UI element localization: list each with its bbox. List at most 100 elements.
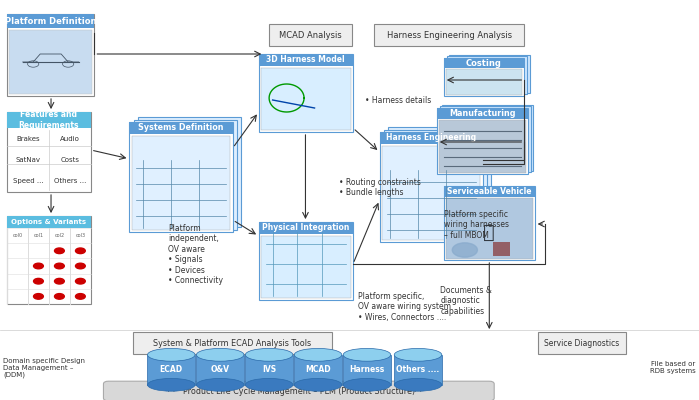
FancyBboxPatch shape: [261, 236, 351, 298]
FancyBboxPatch shape: [259, 54, 353, 66]
FancyBboxPatch shape: [133, 332, 332, 354]
Text: IVS: IVS: [262, 365, 276, 374]
Text: Platform specific,
OV aware wiring system
• Wires, Connectors ....: Platform specific, OV aware wiring syste…: [358, 292, 451, 322]
Ellipse shape: [294, 378, 342, 391]
FancyBboxPatch shape: [437, 108, 528, 174]
Circle shape: [34, 294, 43, 299]
Text: Systems Definition: Systems Definition: [138, 124, 224, 132]
Ellipse shape: [343, 348, 391, 361]
Text: Manufacturing: Manufacturing: [449, 109, 516, 118]
Text: Platform
independent,
OV aware
• Signals
• Devices
• Connectivity: Platform independent, OV aware • Signals…: [168, 224, 223, 285]
Text: Costing: Costing: [466, 58, 502, 68]
Ellipse shape: [245, 348, 293, 361]
FancyBboxPatch shape: [7, 14, 94, 28]
Circle shape: [55, 263, 64, 269]
FancyBboxPatch shape: [7, 112, 91, 192]
FancyBboxPatch shape: [493, 242, 510, 256]
Text: MCAD Analysis: MCAD Analysis: [279, 30, 342, 40]
Ellipse shape: [196, 378, 244, 391]
Text: col3: col3: [75, 233, 85, 238]
Text: • Harness details: • Harness details: [365, 96, 431, 105]
Ellipse shape: [147, 378, 195, 391]
FancyBboxPatch shape: [138, 117, 241, 227]
FancyBboxPatch shape: [103, 381, 494, 400]
Ellipse shape: [245, 378, 293, 391]
Ellipse shape: [294, 348, 342, 361]
Text: col1: col1: [34, 233, 43, 238]
FancyBboxPatch shape: [388, 127, 491, 237]
Text: Serviceable Vehicle: Serviceable Vehicle: [447, 187, 531, 196]
Text: Harness: Harness: [350, 365, 384, 374]
FancyBboxPatch shape: [129, 122, 233, 134]
Ellipse shape: [343, 378, 391, 391]
Text: Platform specific
wiring harnesses
– full MBOM: Platform specific wiring harnesses – ful…: [444, 210, 509, 240]
Text: Service Diagnostics: Service Diagnostics: [545, 338, 619, 348]
FancyBboxPatch shape: [269, 24, 352, 46]
Ellipse shape: [394, 378, 442, 391]
Text: Features and
Requirements: Features and Requirements: [19, 110, 79, 130]
Text: SatNav: SatNav: [15, 157, 41, 163]
Circle shape: [55, 248, 64, 254]
FancyBboxPatch shape: [439, 120, 526, 173]
FancyBboxPatch shape: [7, 216, 91, 228]
Circle shape: [34, 278, 43, 284]
FancyBboxPatch shape: [538, 332, 626, 354]
FancyBboxPatch shape: [7, 216, 91, 304]
Circle shape: [55, 294, 64, 299]
FancyBboxPatch shape: [442, 105, 533, 171]
Ellipse shape: [394, 348, 442, 361]
FancyBboxPatch shape: [384, 130, 487, 240]
FancyBboxPatch shape: [449, 55, 530, 93]
FancyBboxPatch shape: [134, 120, 237, 230]
Ellipse shape: [147, 348, 195, 361]
Text: Options & Variants: Options & Variants: [11, 219, 87, 225]
Text: O&V: O&V: [210, 365, 230, 374]
FancyBboxPatch shape: [444, 58, 524, 96]
FancyBboxPatch shape: [446, 198, 533, 259]
Polygon shape: [245, 355, 293, 385]
Text: Speed ...: Speed ...: [13, 178, 43, 184]
Circle shape: [75, 263, 85, 269]
Polygon shape: [394, 355, 442, 385]
FancyBboxPatch shape: [129, 122, 233, 232]
Circle shape: [34, 263, 43, 269]
FancyBboxPatch shape: [374, 24, 524, 46]
Text: Audio: Audio: [60, 136, 80, 142]
Polygon shape: [343, 355, 391, 385]
Text: Documents &
diagnostic
capabilities: Documents & diagnostic capabilities: [440, 286, 492, 316]
FancyBboxPatch shape: [9, 30, 92, 94]
Polygon shape: [147, 355, 195, 385]
FancyBboxPatch shape: [382, 146, 480, 240]
Text: Domain specific Design
Data Management –
(DDM): Domain specific Design Data Management –…: [3, 358, 85, 378]
Text: Brakes: Brakes: [16, 136, 40, 142]
Circle shape: [55, 278, 64, 284]
Text: 3D Harness Model: 3D Harness Model: [266, 56, 345, 64]
Circle shape: [75, 248, 85, 254]
FancyBboxPatch shape: [446, 69, 522, 95]
FancyBboxPatch shape: [259, 54, 353, 132]
Text: Others ...: Others ...: [54, 178, 86, 184]
FancyBboxPatch shape: [440, 106, 531, 172]
Text: col2: col2: [55, 233, 64, 238]
FancyBboxPatch shape: [444, 186, 535, 260]
Text: ECAD: ECAD: [159, 365, 183, 374]
Text: Harness Engineering: Harness Engineering: [387, 134, 476, 142]
FancyBboxPatch shape: [261, 68, 351, 130]
FancyBboxPatch shape: [259, 222, 353, 300]
FancyBboxPatch shape: [444, 186, 535, 197]
Text: File based or
RDB systems: File based or RDB systems: [650, 362, 696, 374]
FancyBboxPatch shape: [447, 56, 527, 94]
FancyBboxPatch shape: [380, 132, 483, 242]
Text: Costs: Costs: [60, 157, 80, 163]
FancyBboxPatch shape: [7, 14, 94, 96]
Text: 🚙: 🚙: [484, 222, 495, 242]
Text: Physical Integration: Physical Integration: [262, 224, 350, 232]
Ellipse shape: [196, 348, 244, 361]
FancyBboxPatch shape: [132, 136, 230, 230]
Text: System & Platform ECAD Analysis Tools: System & Platform ECAD Analysis Tools: [153, 338, 312, 348]
Text: Others ....: Others ....: [396, 365, 440, 374]
Text: Product Life Cycle Management – PLM (Product Structure): Product Life Cycle Management – PLM (Pro…: [182, 386, 415, 396]
Circle shape: [75, 294, 85, 299]
FancyBboxPatch shape: [437, 108, 528, 119]
Circle shape: [75, 278, 85, 284]
